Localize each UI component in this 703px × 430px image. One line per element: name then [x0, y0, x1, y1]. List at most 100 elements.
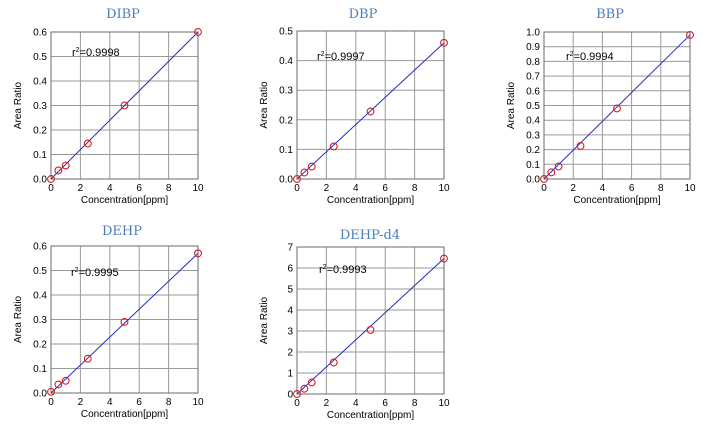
data-point [576, 141, 585, 150]
chart-title: BBP [596, 7, 624, 22]
y-tick-label: 5 [287, 285, 293, 296]
y-tick-label: 4 [287, 306, 293, 317]
x-tick-label: 0 [48, 183, 54, 194]
data-point [300, 168, 309, 177]
y-tick-label: 0.3 [33, 101, 47, 112]
chart-bbp: BBP 0 2 4 6 8 10 0.0 0.1 0.2 0.3 0.4 0.5 0.6 0.7 0.8 0.9… [506, 7, 696, 206]
y-tick-label: 0.0 [526, 175, 540, 186]
x-tick-label: 0 [48, 397, 54, 408]
y-tick-label: 1.0 [526, 28, 540, 39]
x-axis-label: Concentration[ppm] [81, 195, 168, 206]
data-point [120, 101, 129, 110]
chart-dibp: DIBP 0 2 4 6 8 10 0.0 0.1 0.2 0.3 0.4 0.5 0.6 r2=0.999… [13, 7, 204, 206]
x-tick-label: 4 [353, 398, 359, 409]
x-tick-label: 6 [136, 397, 142, 408]
x-axis-label: Concentration[ppm] [573, 195, 660, 206]
y-tick-label: 0.1 [33, 150, 47, 161]
x-tick-label: 6 [629, 183, 635, 194]
fit-line [296, 42, 445, 180]
y-tick-label: 0.4 [526, 116, 540, 127]
x-tick-label: 10 [192, 183, 204, 194]
chart-title: DEHP-d4 [340, 228, 400, 243]
y-tick-label: 0.7 [526, 72, 540, 83]
x-tick-label: 0 [294, 183, 300, 194]
y-axis-label: Area Ratio [506, 81, 517, 129]
x-tick-label: 4 [600, 183, 606, 194]
y-axis-label: Area Ratio [259, 296, 270, 344]
chart-title: DIBP [106, 7, 140, 22]
chart-dehp: DEHP 0 2 4 6 8 10 0.0 0.1 0.2 0.3 0.4 0.5 0.6 r2=0.999… [13, 224, 204, 420]
data-point [54, 380, 63, 389]
data-point [366, 326, 375, 334]
r2-annotation: r2=0.9995 [71, 267, 119, 279]
plot-frame [50, 245, 199, 394]
chart-title: DBP [349, 7, 378, 22]
y-tick-label: 0.0 [279, 175, 293, 186]
r2-annotation: r2=0.9993 [319, 264, 367, 276]
data-point [440, 38, 448, 47]
y-tick-label: 0.0 [33, 175, 47, 186]
fit-line [50, 252, 199, 394]
plot-frame [543, 31, 691, 180]
y-axis-label: Area Ratio [13, 81, 24, 129]
x-tick-label: 8 [658, 183, 664, 194]
x-tick-label: 2 [324, 398, 330, 409]
x-tick-label: 4 [107, 397, 113, 408]
data-point [61, 161, 70, 170]
plot-frame [50, 31, 199, 180]
y-axis-label: Area Ratio [13, 295, 24, 343]
x-tick-label: 6 [382, 398, 388, 409]
y-tick-label: 1 [287, 369, 293, 380]
data-point [613, 104, 621, 113]
data-point [366, 107, 375, 116]
y-tick-label: 0.4 [33, 77, 47, 88]
y-tick-label: 0.9 [526, 42, 540, 53]
y-tick-label: 0.5 [33, 266, 47, 277]
x-tick-label: 2 [78, 397, 84, 408]
y-tick-label: 0.1 [279, 145, 293, 156]
plot-area [297, 31, 444, 179]
x-tick-label: 4 [353, 183, 359, 194]
y-tick-label: 0.3 [526, 130, 540, 141]
y-tick-label: 0.3 [33, 315, 47, 326]
data-point [300, 384, 309, 393]
x-tick-label: 10 [438, 398, 450, 409]
x-tick-label: 2 [78, 183, 84, 194]
x-tick-label: 6 [382, 183, 388, 194]
data-point [293, 175, 301, 183]
x-axis-label: Concentration[ppm] [81, 409, 168, 420]
x-tick-label: 8 [166, 183, 172, 194]
data-point [47, 387, 55, 396]
r2-annotation: r2=0.9994 [566, 51, 614, 63]
plot-area [297, 247, 444, 394]
chart-dbp: DBP 0 2 4 6 8 10 0.0 0.1 0.2 0.3 0.4 0.5 r2=0.9997 Con… [259, 7, 450, 206]
x-tick-label: 10 [192, 397, 204, 408]
x-tick-label: 8 [166, 397, 172, 408]
x-axis-label: Concentration[ppm] [327, 410, 414, 421]
y-axis-label: Area Ratio [259, 81, 270, 129]
data-point [554, 162, 563, 171]
y-tick-label: 0.2 [526, 145, 540, 156]
data-point [293, 390, 301, 398]
fit-line [50, 31, 199, 180]
x-tick-label: 2 [324, 183, 330, 194]
y-tick-label: 0.5 [526, 101, 540, 112]
data-point [83, 354, 92, 363]
y-tick-label: 0 [287, 390, 293, 401]
data-point [61, 376, 70, 385]
data-point [547, 168, 556, 177]
y-tick-label: 0.3 [279, 86, 293, 97]
plot-frame [296, 246, 445, 395]
y-tick-label: 0.0 [33, 389, 47, 400]
data-point [47, 175, 55, 183]
data-point [307, 162, 316, 171]
data-point [440, 254, 448, 263]
y-tick-label: 0.6 [526, 86, 540, 97]
y-tick-label: 0.4 [33, 291, 47, 302]
x-tick-label: 8 [412, 183, 418, 194]
y-tick-label: 0.5 [279, 27, 293, 38]
data-point [329, 358, 338, 367]
y-tick-label: 0.5 [33, 52, 47, 63]
r2-annotation: r2=0.9998 [72, 47, 120, 59]
